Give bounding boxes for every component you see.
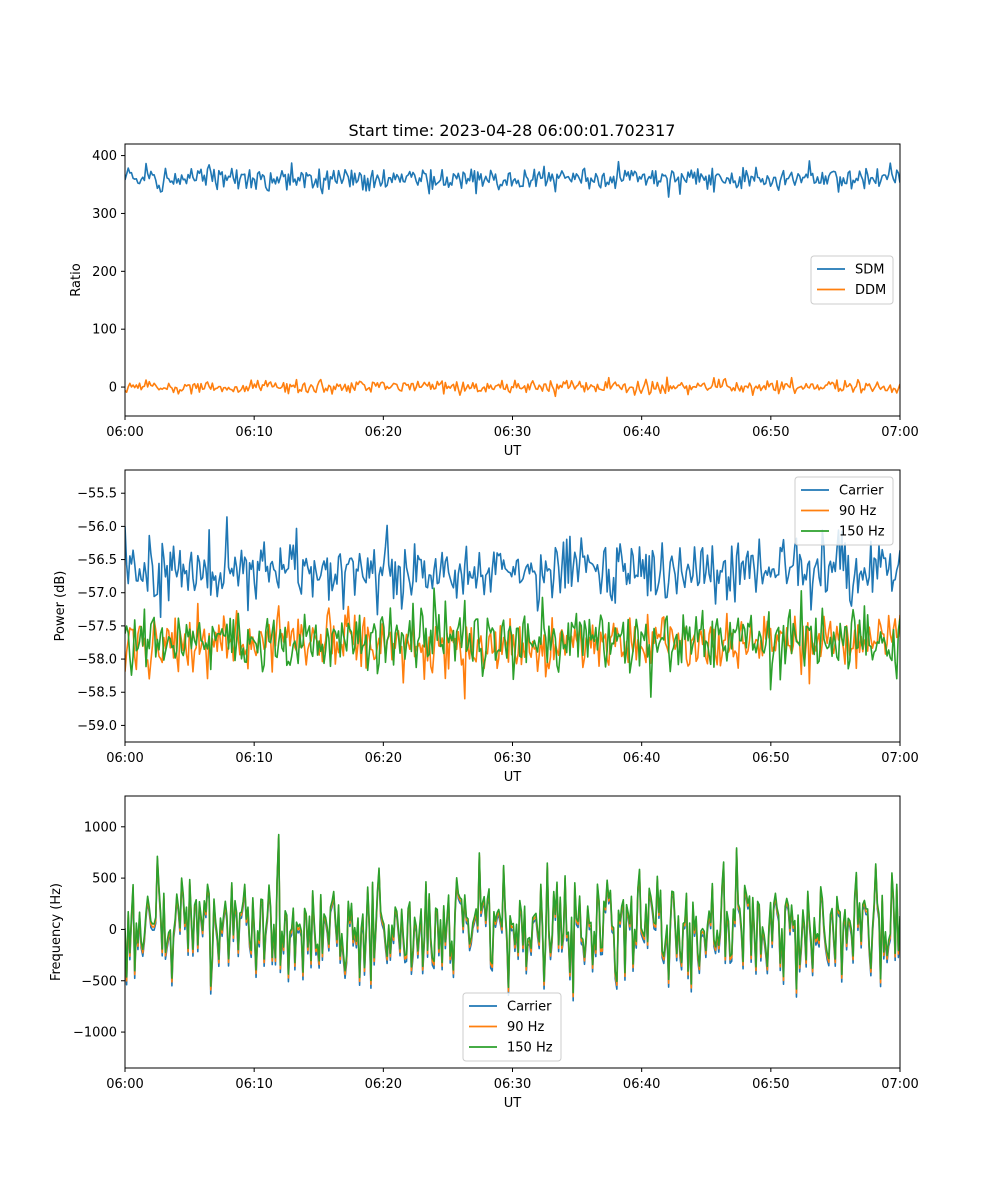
- series-line-150-hz: [125, 833, 900, 994]
- x-tick-label: 07:00: [881, 751, 918, 766]
- legend-entry: 90 Hz: [839, 504, 876, 519]
- legend-entry: DDM: [855, 283, 886, 298]
- y-tick-label: 0: [109, 381, 117, 396]
- y-tick-label: −56.5: [77, 553, 117, 568]
- legend-entry: Carrier: [507, 1000, 552, 1015]
- x-tick-label: 06:00: [106, 425, 143, 440]
- series-line-sdm: [125, 160, 900, 198]
- series-line-150-hz: [125, 587, 900, 698]
- x-tick-label: 06:20: [365, 425, 402, 440]
- y-tick-label: −500: [81, 974, 117, 989]
- x-axis-label: UT: [504, 1096, 522, 1111]
- series-group: [125, 833, 900, 1002]
- legend-entry: Carrier: [839, 484, 884, 499]
- y-tick-label: 200: [92, 265, 117, 280]
- x-tick-label: 06:30: [494, 425, 531, 440]
- y-tick-label: 500: [92, 872, 117, 887]
- y-tick-label: 300: [92, 207, 117, 222]
- figure-title: Start time: 2023-04-28 06:00:01.702317: [349, 121, 676, 140]
- legend-entry: SDM: [855, 263, 884, 278]
- x-tick-label: 06:40: [623, 425, 660, 440]
- x-tick-label: 06:30: [494, 1077, 531, 1092]
- x-tick-label: 07:00: [881, 1077, 918, 1092]
- y-tick-label: 1000: [84, 820, 117, 835]
- x-tick-label: 06:30: [494, 751, 531, 766]
- panel-3: 06:00 06:10 06:20 06:30 06:40 06:50 07:00 −1000…: [49, 795, 919, 1111]
- legend-entry: 150 Hz: [507, 1041, 553, 1056]
- x-tick-label: 06:50: [752, 1077, 789, 1092]
- legend-box: [462, 992, 562, 1062]
- x-tick-label: 06:10: [235, 751, 272, 766]
- y-tick-label: −57.0: [77, 586, 117, 601]
- panel-1: 06:00 06:10 06:20 06:30 06:40 06:50 07:00 0 100 2…: [69, 143, 919, 459]
- series-group: [125, 160, 900, 398]
- y-tick-label: −55.5: [77, 487, 117, 502]
- legend: Carrier 90 Hz 150 Hz: [794, 476, 894, 546]
- x-tick-label: 06:20: [365, 751, 402, 766]
- x-axis-label: UT: [504, 444, 522, 459]
- y-axis-label: Frequency (Hz): [49, 883, 64, 981]
- x-tick-label: 06:10: [235, 1077, 272, 1092]
- x-axis-label: UT: [504, 770, 522, 785]
- x-tick-label: 06:20: [365, 1077, 402, 1092]
- y-tick-label: 100: [92, 323, 117, 338]
- y-axis-label: Power (dB): [53, 571, 68, 642]
- series-group: [125, 516, 900, 700]
- y-tick-label: −59.0: [77, 719, 117, 734]
- y-axis-label: Ratio: [69, 263, 84, 296]
- x-tick-label: 06:00: [106, 751, 143, 766]
- legend-entry: 150 Hz: [839, 525, 885, 540]
- y-tick-label: −58.5: [77, 686, 117, 701]
- series-line-ddm: [125, 376, 900, 398]
- y-tick-label: 400: [92, 149, 117, 164]
- y-tick-label: −56.0: [77, 520, 117, 535]
- legend-entry: 90 Hz: [507, 1020, 544, 1035]
- x-tick-label: 06:00: [106, 1077, 143, 1092]
- panel-2: 06:00 06:10 06:20 06:30 06:40 06:50 07:00 −59.0…: [53, 469, 919, 785]
- legend: SDM DDM: [810, 255, 894, 305]
- y-tick-label: −57.5: [77, 619, 117, 634]
- x-tick-label: 06:10: [235, 425, 272, 440]
- y-tick-label: −1000: [73, 1026, 117, 1041]
- series-line-carrier: [125, 516, 900, 619]
- x-tick-label: 06:40: [623, 1077, 660, 1092]
- legend-box: [810, 255, 894, 305]
- legend-box: [794, 476, 894, 546]
- panels: 06:00 06:10 06:20 06:30 06:40 06:50 07:00 0 100 2…: [49, 143, 919, 1111]
- legend: Carrier 90 Hz 150 Hz: [462, 992, 562, 1062]
- x-tick-label: 06:50: [752, 425, 789, 440]
- x-tick-label: 06:40: [623, 751, 660, 766]
- y-tick-label: 0: [109, 923, 117, 938]
- x-tick-label: 07:00: [881, 425, 918, 440]
- y-tick-label: −58.0: [77, 653, 117, 668]
- x-tick-label: 06:50: [752, 751, 789, 766]
